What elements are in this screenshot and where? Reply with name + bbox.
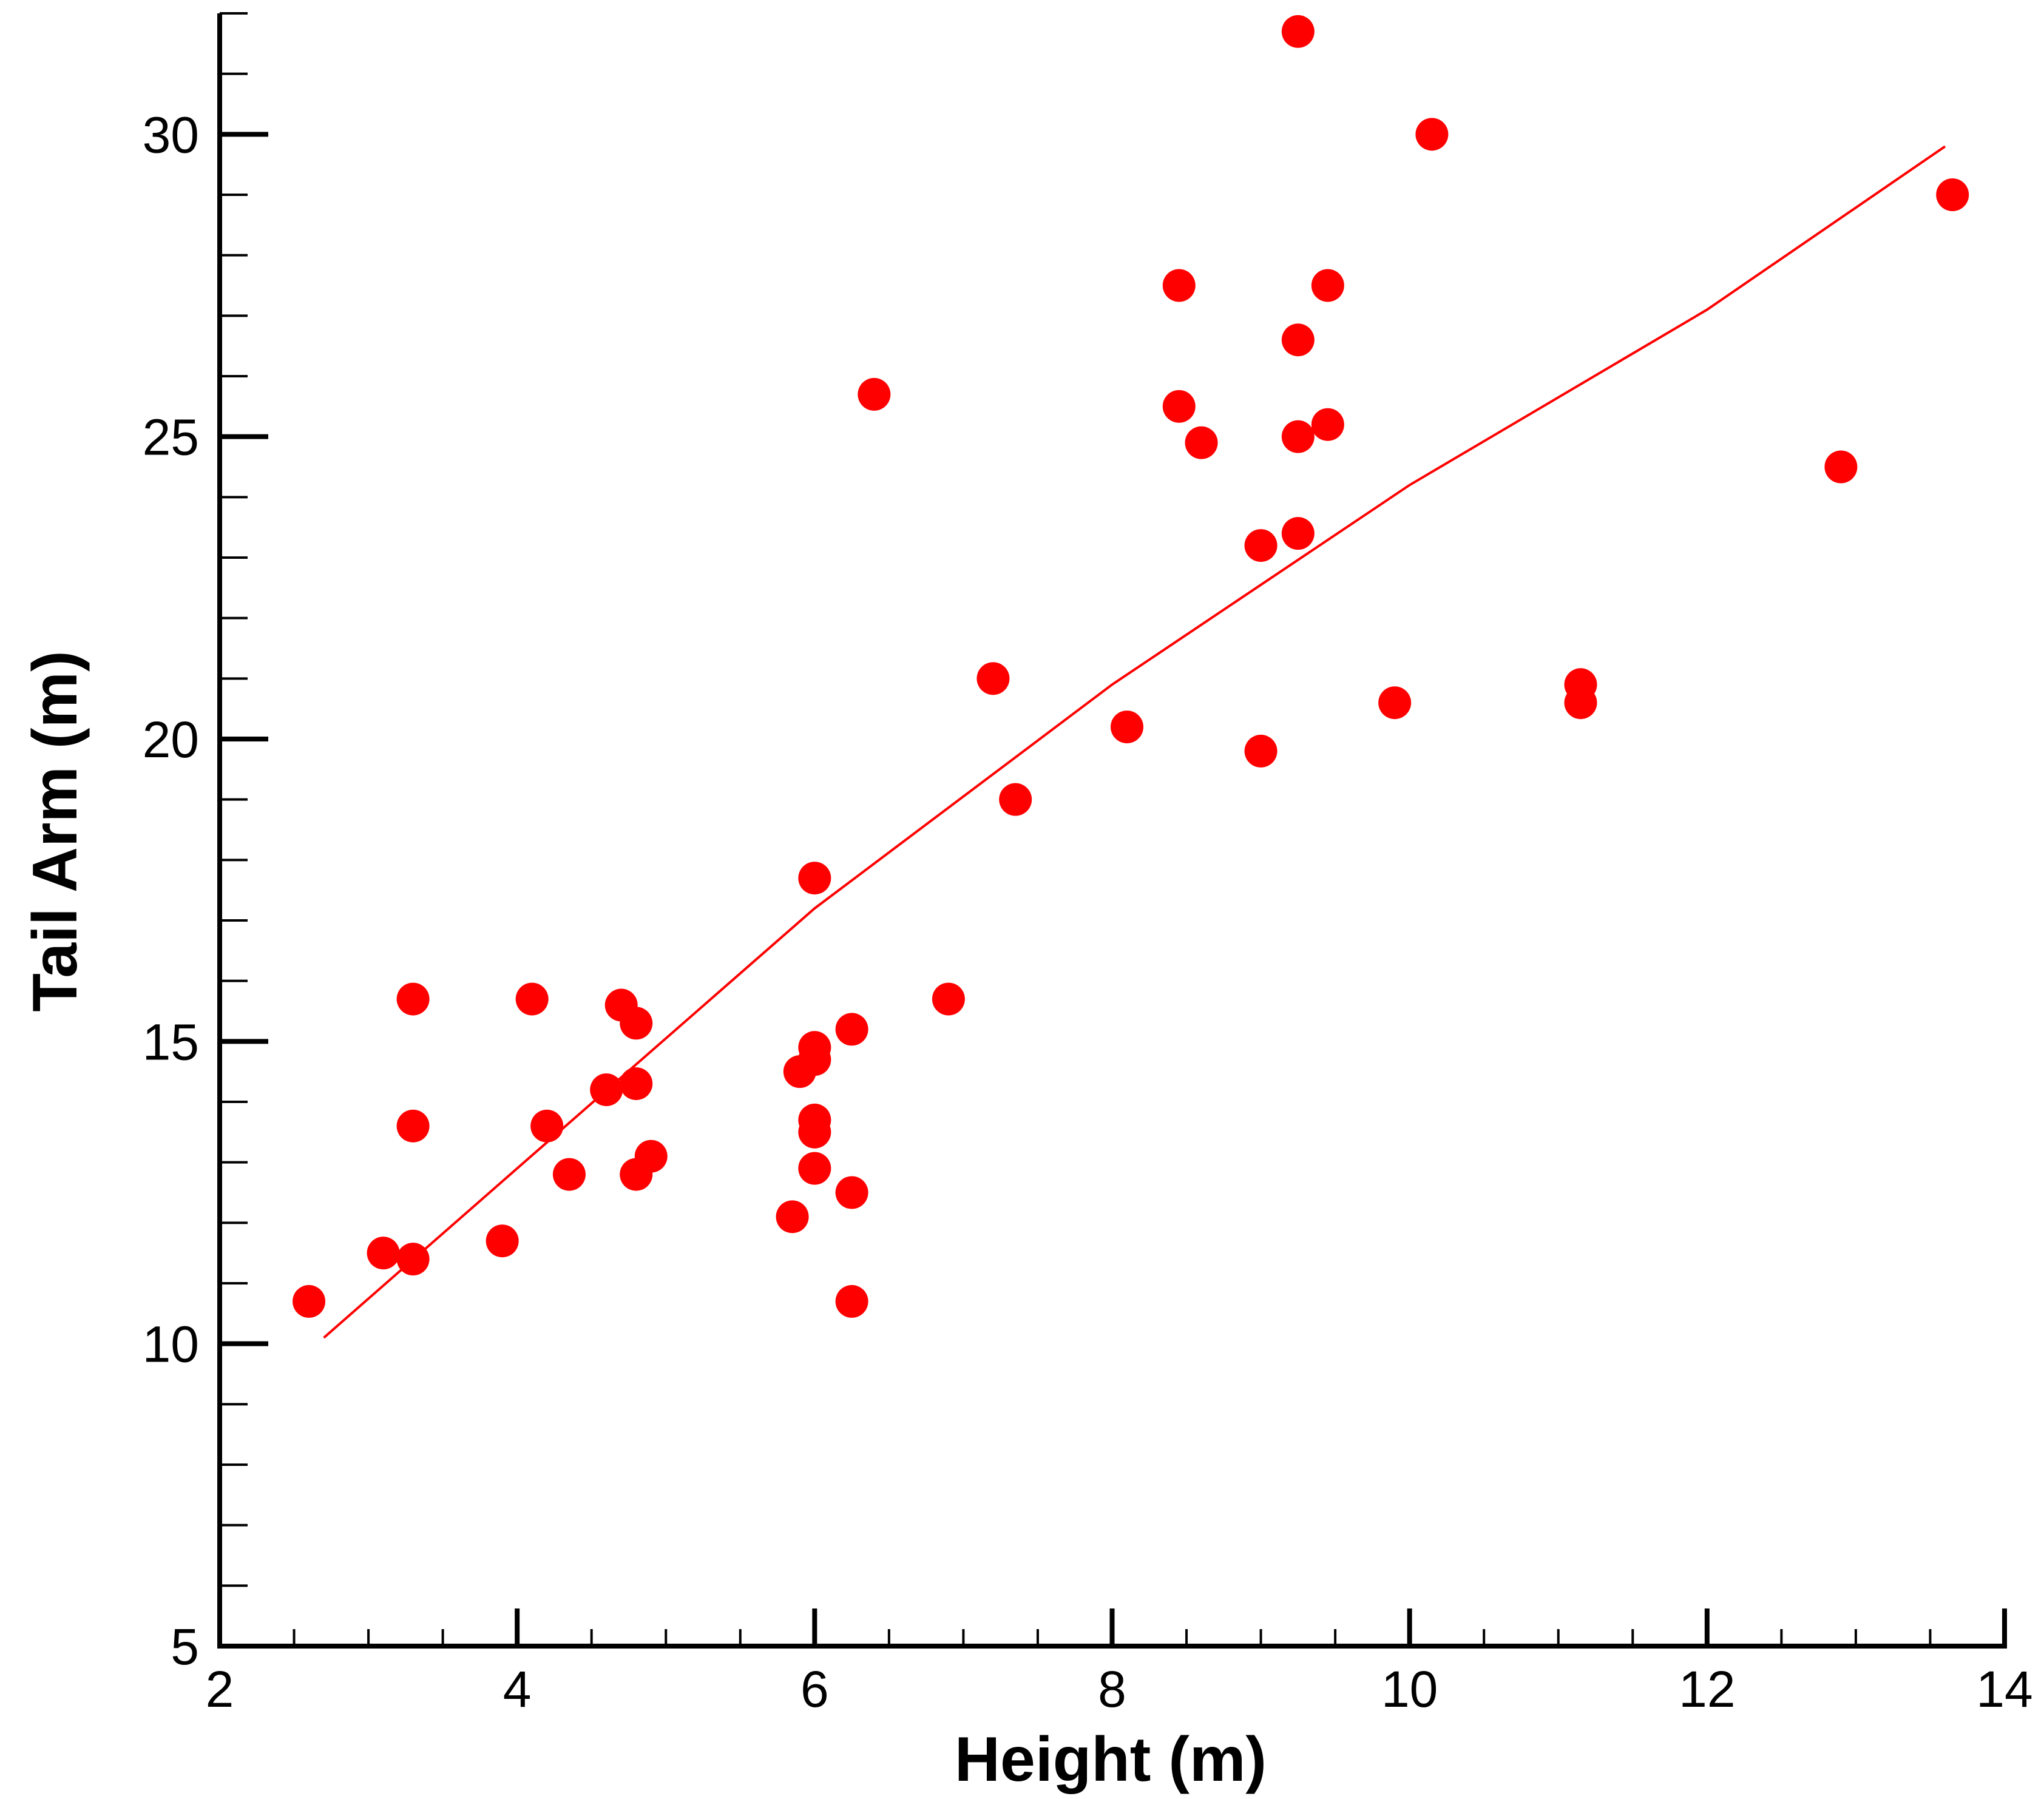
data-point	[1162, 269, 1196, 302]
x-tick-label: 4	[503, 1661, 532, 1718]
data-point	[976, 662, 1010, 695]
data-point	[396, 1243, 430, 1276]
data-point	[634, 1139, 668, 1173]
data-point	[1281, 420, 1315, 453]
data-point	[620, 1067, 653, 1101]
x-tick-label: 12	[1679, 1661, 1735, 1718]
data-point	[835, 1284, 868, 1318]
data-point	[1281, 15, 1315, 48]
x-tick-label: 14	[1976, 1661, 2032, 1718]
data-point	[530, 1109, 564, 1143]
x-axis-title: Height (m)	[955, 1724, 1267, 1795]
data-point	[1281, 517, 1315, 550]
data-point	[1311, 408, 1344, 441]
data-point	[835, 1013, 868, 1046]
data-point	[396, 982, 430, 1016]
data-point	[396, 1109, 430, 1143]
data-point	[1185, 426, 1218, 459]
fit-line	[323, 145, 1946, 1339]
data-point	[367, 1237, 400, 1270]
y-axis: 5 10 15 20 25 30	[143, 12, 268, 1675]
y-tick-label: 10	[143, 1316, 199, 1373]
data-point	[932, 982, 965, 1016]
x-axis: 2 4 6 8 10 12 14	[206, 1608, 2033, 1718]
data-point	[798, 1115, 831, 1149]
data-point	[858, 377, 891, 411]
data-point	[1244, 529, 1278, 562]
data-point	[1936, 178, 1969, 211]
y-tick-label: 30	[143, 106, 199, 163]
data-point	[1111, 710, 1144, 744]
data-point	[620, 1007, 653, 1040]
data-point	[1415, 118, 1449, 151]
data-point	[486, 1224, 519, 1258]
y-tick-label: 25	[143, 409, 199, 466]
data-point	[552, 1158, 586, 1191]
x-tick-label: 10	[1381, 1661, 1438, 1718]
data-point	[1824, 450, 1858, 484]
x-tick-label: 6	[800, 1661, 829, 1718]
y-tick-label: 15	[143, 1013, 199, 1070]
y-tick-label: 5	[171, 1618, 199, 1675]
x-tick-label: 8	[1098, 1661, 1126, 1718]
data-point	[798, 1043, 831, 1076]
data-point	[1378, 686, 1412, 720]
data-point	[776, 1200, 809, 1234]
data-point	[590, 1073, 623, 1107]
data-point	[1244, 734, 1278, 768]
data-point	[1564, 686, 1597, 720]
data-point	[835, 1176, 868, 1209]
data-point	[798, 1152, 831, 1185]
data-point	[798, 862, 831, 895]
data-point	[293, 1284, 326, 1318]
x-tick-label: 2	[206, 1661, 234, 1718]
data-point	[999, 783, 1032, 816]
data-point	[1162, 390, 1196, 423]
data-point	[515, 982, 549, 1016]
y-tick-label: 20	[143, 711, 199, 768]
data-point	[1311, 269, 1344, 302]
data-points	[293, 15, 1969, 1318]
y-axis-title: Tail Arm (m)	[20, 650, 90, 1011]
data-point	[1281, 323, 1315, 357]
